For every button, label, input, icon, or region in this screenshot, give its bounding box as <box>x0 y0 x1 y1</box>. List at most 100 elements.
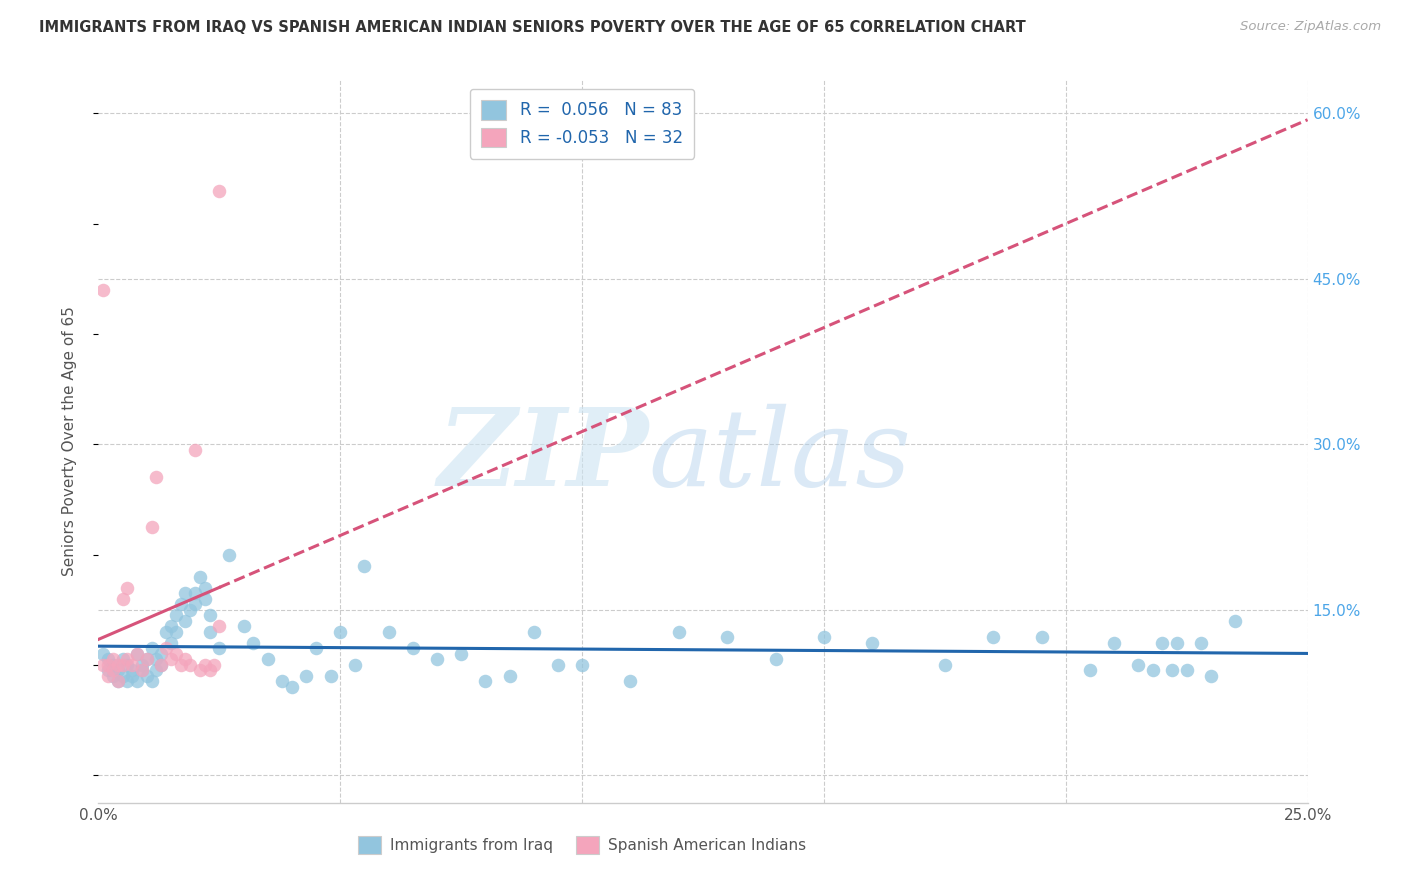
Point <box>305 641 328 656</box>
Point <box>160 636 183 650</box>
Point <box>111 652 134 666</box>
Point <box>174 586 197 600</box>
Point <box>150 657 173 672</box>
Point <box>91 283 114 297</box>
Point <box>141 520 163 534</box>
Point <box>523 624 546 639</box>
Point <box>813 631 835 645</box>
Point <box>208 184 231 198</box>
Point <box>101 669 124 683</box>
Point <box>232 619 254 633</box>
Point <box>150 657 173 672</box>
Point <box>135 652 157 666</box>
Point <box>329 624 352 639</box>
Point <box>1161 664 1184 678</box>
Point <box>198 664 221 678</box>
Point <box>141 674 163 689</box>
Point <box>107 674 129 689</box>
Point <box>174 652 197 666</box>
Point <box>141 641 163 656</box>
Point <box>208 641 231 656</box>
Point <box>498 669 520 683</box>
Point <box>934 657 956 672</box>
Point <box>131 664 153 678</box>
Point <box>271 674 294 689</box>
Text: Source: ZipAtlas.com: Source: ZipAtlas.com <box>1240 20 1381 33</box>
Legend: Immigrants from Iraq, Spanish American Indians: Immigrants from Iraq, Spanish American I… <box>352 830 813 860</box>
Point <box>97 657 120 672</box>
Point <box>101 664 124 678</box>
Point <box>1152 636 1174 650</box>
Point <box>1031 631 1053 645</box>
Point <box>198 624 221 639</box>
Point <box>474 674 496 689</box>
Point <box>97 664 120 678</box>
Point <box>101 652 124 666</box>
Point <box>1189 636 1212 650</box>
Point <box>107 664 129 678</box>
Point <box>242 636 264 650</box>
Point <box>101 657 124 672</box>
Point <box>117 581 139 595</box>
Point <box>165 608 187 623</box>
Point <box>319 669 342 683</box>
Point <box>194 581 217 595</box>
Text: IMMIGRANTS FROM IRAQ VS SPANISH AMERICAN INDIAN SENIORS POVERTY OVER THE AGE OF : IMMIGRANTS FROM IRAQ VS SPANISH AMERICAN… <box>39 20 1026 35</box>
Point <box>174 614 197 628</box>
Point <box>208 619 231 633</box>
Point <box>860 636 883 650</box>
Point <box>97 669 120 683</box>
Point <box>184 442 207 457</box>
Point <box>117 652 139 666</box>
Point <box>145 470 167 484</box>
Point <box>169 597 191 611</box>
Point <box>619 674 641 689</box>
Point <box>198 608 221 623</box>
Point <box>981 631 1004 645</box>
Point <box>150 647 173 661</box>
Point <box>91 647 114 661</box>
Point <box>547 657 569 672</box>
Point <box>165 624 187 639</box>
Point <box>97 652 120 666</box>
Point <box>121 664 143 678</box>
Point <box>377 624 399 639</box>
Point <box>127 647 149 661</box>
Point <box>1142 664 1164 678</box>
Point <box>155 624 177 639</box>
Point <box>179 657 201 672</box>
Point <box>450 647 472 661</box>
Point <box>256 652 278 666</box>
Point <box>145 652 167 666</box>
Point <box>127 674 149 689</box>
Point <box>188 664 211 678</box>
Point <box>1166 636 1188 650</box>
Point <box>1128 657 1150 672</box>
Point <box>121 669 143 683</box>
Point <box>107 657 129 672</box>
Point <box>1223 614 1246 628</box>
Point <box>184 597 207 611</box>
Point <box>117 674 139 689</box>
Point <box>1175 664 1198 678</box>
Point <box>169 657 191 672</box>
Point <box>179 603 201 617</box>
Point <box>218 548 240 562</box>
Point <box>160 619 183 633</box>
Point <box>131 664 153 678</box>
Point <box>716 631 738 645</box>
Point <box>160 652 183 666</box>
Point <box>765 652 787 666</box>
Point <box>204 657 226 672</box>
Point <box>155 641 177 656</box>
Point <box>117 657 139 672</box>
Y-axis label: Seniors Poverty Over the Age of 65: Seniors Poverty Over the Age of 65 <box>62 307 77 576</box>
Point <box>1102 636 1125 650</box>
Point <box>165 647 187 661</box>
Point <box>111 657 134 672</box>
Point <box>353 558 375 573</box>
Point <box>194 657 217 672</box>
Point <box>145 664 167 678</box>
Point <box>107 674 129 689</box>
Point <box>281 680 304 694</box>
